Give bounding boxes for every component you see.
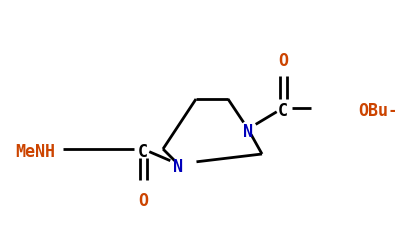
- Text: N: N: [173, 157, 183, 175]
- Text: C: C: [278, 102, 288, 119]
- Text: OBu-t: OBu-t: [358, 102, 395, 119]
- Text: O: O: [138, 191, 148, 209]
- Text: O: O: [278, 52, 288, 70]
- Text: N: N: [243, 122, 253, 140]
- Text: MeNH: MeNH: [15, 142, 55, 160]
- Text: C: C: [138, 142, 148, 160]
